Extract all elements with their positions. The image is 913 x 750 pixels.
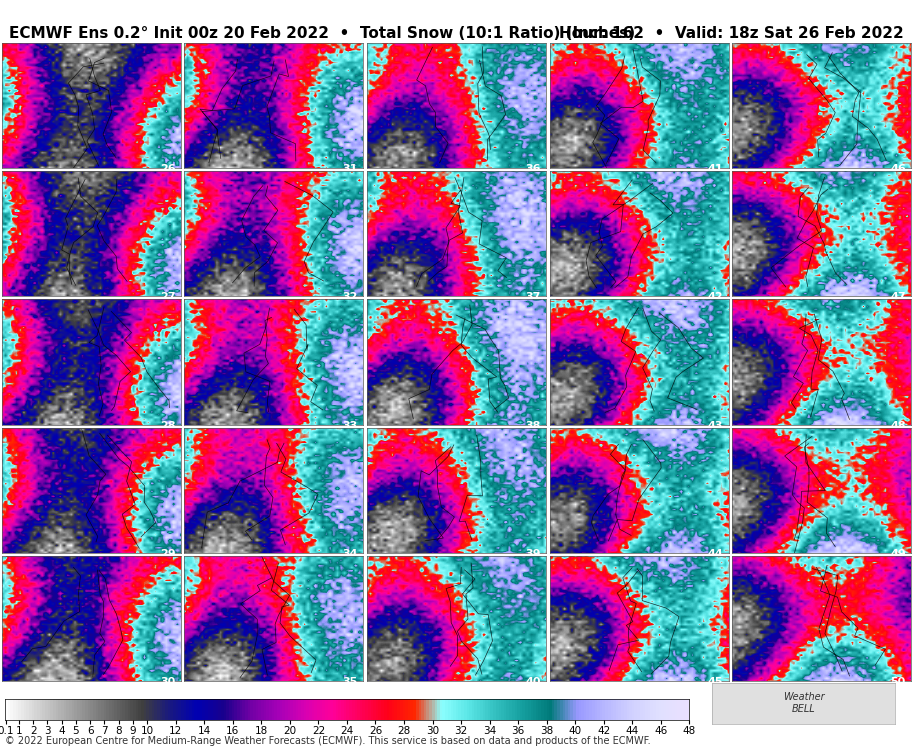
Text: 50: 50	[890, 677, 906, 687]
Text: 37: 37	[525, 292, 540, 302]
Text: © 2022 European Centre for Medium-Range Weather Forecasts (ECMWF). This service : © 2022 European Centre for Medium-Range …	[5, 736, 650, 746]
Text: 40: 40	[525, 677, 540, 687]
Text: 39: 39	[525, 549, 540, 559]
Text: 45: 45	[708, 677, 723, 687]
Text: 47: 47	[890, 292, 906, 302]
Text: 29: 29	[160, 549, 175, 559]
Text: 41: 41	[708, 164, 723, 174]
Text: 44: 44	[708, 549, 723, 559]
Text: 26: 26	[160, 164, 175, 174]
Text: 49: 49	[890, 549, 906, 559]
Text: 35: 35	[342, 677, 358, 687]
Text: 31: 31	[342, 164, 358, 174]
Text: 34: 34	[342, 549, 358, 559]
Text: 30: 30	[160, 677, 175, 687]
Text: Hour: 162  •  Valid: 18z Sat 26 Feb 2022: Hour: 162 • Valid: 18z Sat 26 Feb 2022	[559, 26, 904, 41]
Text: 42: 42	[708, 292, 723, 302]
Text: 28: 28	[160, 421, 175, 430]
Text: 27: 27	[160, 292, 175, 302]
Text: ECMWF Ens 0.2° Init 00z 20 Feb 2022  •  Total Snow (10:1 Ratio) (Inches): ECMWF Ens 0.2° Init 00z 20 Feb 2022 • To…	[9, 26, 635, 41]
Text: Weather
BELL: Weather BELL	[782, 692, 824, 714]
Text: 46: 46	[890, 164, 906, 174]
Text: 43: 43	[708, 421, 723, 430]
Text: 36: 36	[525, 164, 540, 174]
Text: 38: 38	[525, 421, 540, 430]
Text: 33: 33	[342, 421, 358, 430]
Text: 48: 48	[890, 421, 906, 430]
Text: 32: 32	[342, 292, 358, 302]
